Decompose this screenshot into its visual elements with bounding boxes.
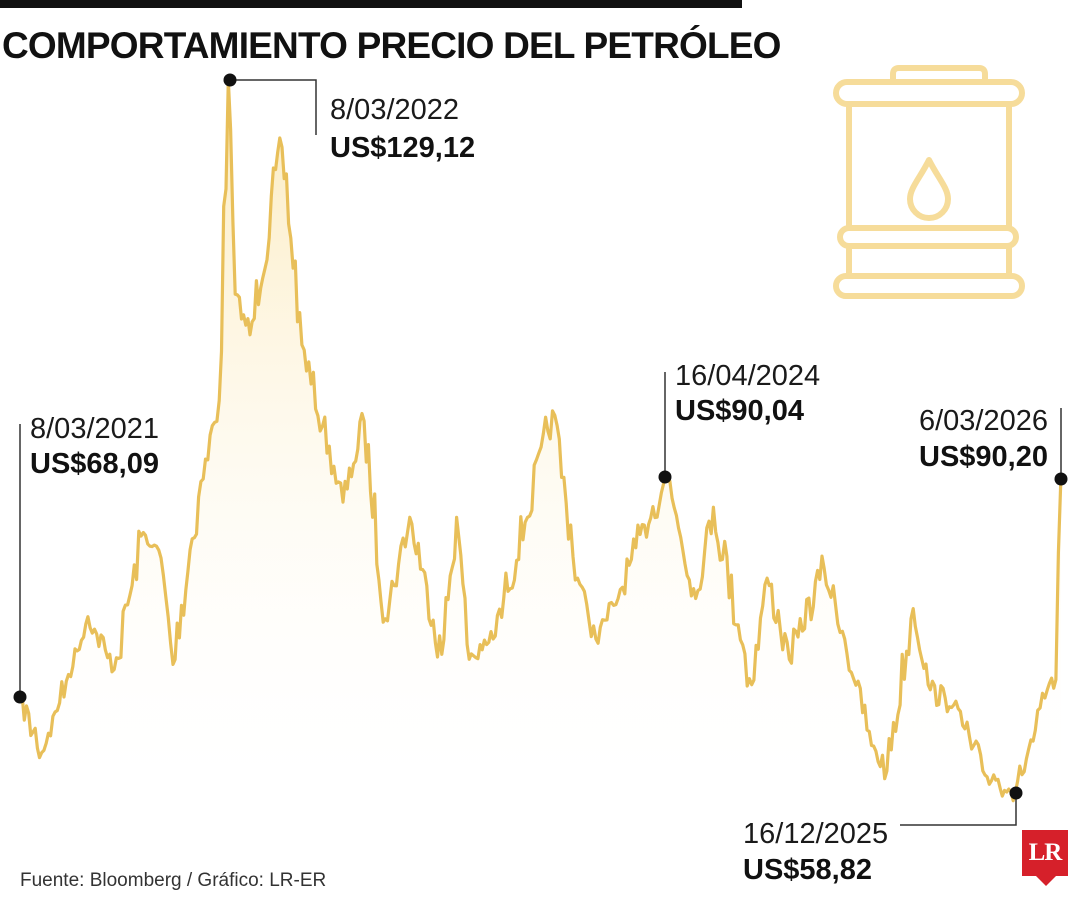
annotation-date: 16/12/2025 (743, 818, 888, 850)
marker-dot (13, 690, 27, 704)
oil-barrel-icon (833, 65, 1025, 299)
plot-area (18, 78, 1063, 810)
annotation-date: 8/03/2022 (330, 94, 459, 126)
annotation-date: 16/04/2024 (675, 360, 820, 392)
annotation-value: US$90,20 (919, 441, 1048, 473)
annotation-value: US$58,82 (743, 854, 872, 886)
annotation-peak: 8/03/2022 US$129,12 (223, 73, 475, 164)
annotation-value: US$129,12 (330, 132, 475, 164)
annotation-end: 6/03/2026 US$90,20 (919, 405, 1068, 486)
annotation-date: 6/03/2026 (919, 405, 1048, 437)
marker-dot (1009, 786, 1023, 800)
annotation-value: US$90,04 (675, 395, 804, 427)
annotation-2024: 16/04/2024 US$90,04 (658, 360, 820, 484)
annotation-date: 8/03/2021 (30, 413, 159, 445)
annotation-value: US$68,09 (30, 448, 159, 480)
annotation-start: 8/03/2021 US$68,09 (13, 413, 159, 704)
marker-dot (223, 73, 237, 87)
source-credit: Fuente: Bloomberg / Gráfico: LR-ER (20, 870, 327, 891)
marker-dot (1054, 472, 1068, 486)
marker-dot (658, 470, 672, 484)
annotation-low: 16/12/2025 US$58,82 (743, 786, 1023, 886)
lr-logo: LR (1022, 830, 1068, 886)
price-line (18, 78, 1063, 803)
leader-line (900, 793, 1017, 826)
chart-title: COMPORTAMIENTO PRECIO DEL PETRÓLEO (2, 25, 781, 66)
top-rule (0, 0, 742, 8)
leader-line (230, 79, 317, 135)
